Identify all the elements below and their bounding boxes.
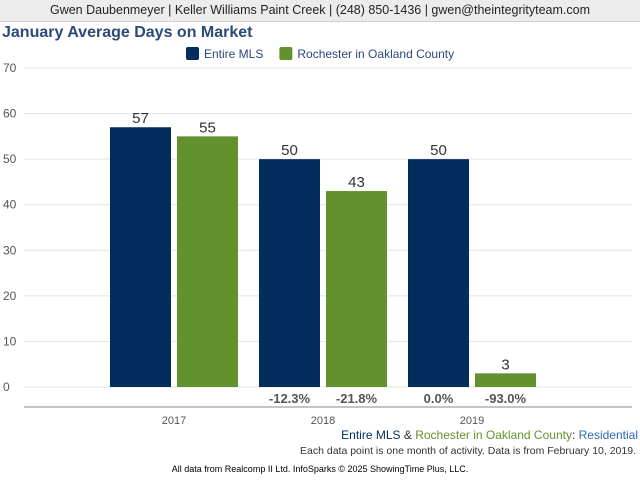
bar-value-label: 43 [348,174,365,191]
bar-change-label: -93.0% [485,391,527,406]
x-tick-label: 2017 [162,415,186,427]
bar-value-label: 57 [132,110,149,127]
legend-entry: Rochester in Oakland County [297,47,454,61]
y-tick-label: 50 [3,152,17,166]
legend-swatch [279,47,293,60]
footer-series-residential: Residential [578,428,638,442]
contact-header: Gwen Daubenmeyer | Keller Williams Paint… [0,0,640,22]
bar-value-label: 50 [430,142,447,159]
chart-title: January Average Days on Market [2,24,253,41]
bar-change-label: 0.0% [424,391,454,406]
bar [475,373,536,387]
bar-value-label: 3 [501,356,509,373]
bar [408,159,469,387]
footer-series-entire-mls: Entire MLS [341,428,401,442]
legend-swatch [186,47,199,60]
x-tick-label: 2019 [460,415,484,427]
bar [110,127,171,387]
x-tick-label: 2018 [311,415,335,427]
footer-credit: All data from Realcomp II Ltd. InfoSpark… [171,464,469,474]
bar-value-label: 50 [281,142,298,159]
y-tick-label: 40 [3,198,17,212]
footer-series-caption: Entire MLS & Rochester in Oakland County… [341,428,638,442]
footer-series-rochester: Rochester in Oakland County [415,428,572,442]
bar [177,136,238,387]
bar-change-label: -21.8% [336,391,378,406]
bar-change-label: -12.3% [269,391,311,406]
y-tick-label: 20 [3,289,17,303]
y-tick-label: 70 [3,61,17,75]
bar [259,159,320,387]
footer-series-amp: & [400,428,416,442]
bar-value-label: 55 [199,119,216,136]
footer-series-colon: : [571,428,579,442]
y-tick-label: 10 [3,334,17,348]
footer-note: Each data point is one month of activity… [300,445,636,457]
contact-line: Gwen Daubenmeyer | Keller Williams Paint… [49,3,591,17]
y-tick-label: 60 [3,107,17,121]
y-tick-label: 30 [3,243,17,257]
bar [326,191,387,387]
y-tick-label: 0 [3,380,10,394]
legend-entry: Entire MLS [204,47,263,61]
